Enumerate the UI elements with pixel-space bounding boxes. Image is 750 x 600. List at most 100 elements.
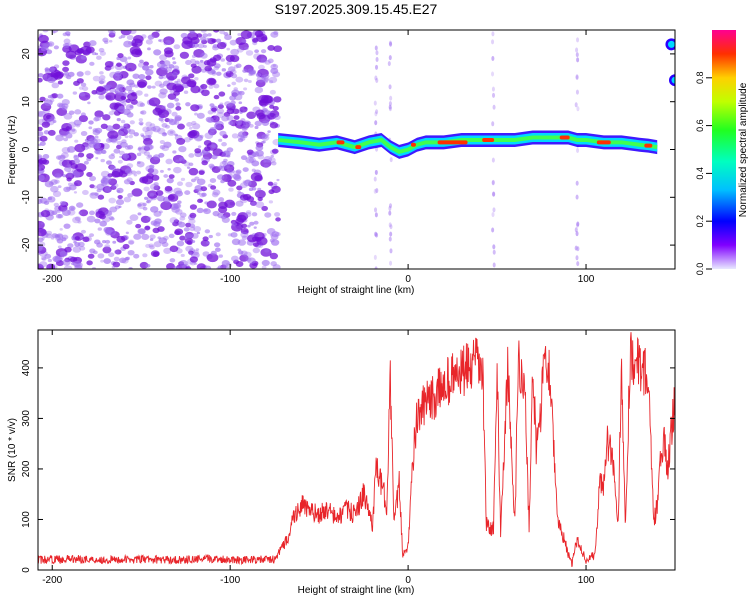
noise-speckle — [146, 173, 154, 179]
noise-speckle — [210, 250, 217, 256]
noise-speckle — [62, 259, 71, 266]
noise-speckle — [62, 60, 70, 66]
noise-speckle — [207, 110, 214, 115]
noise-speckle — [127, 192, 134, 198]
artefact-speckle — [389, 41, 393, 47]
noise-speckle — [254, 49, 259, 54]
noise-speckle — [273, 114, 281, 120]
noise-speckle — [227, 84, 231, 87]
noise-speckle — [180, 76, 191, 85]
noise-speckle — [68, 184, 77, 191]
artefact-speckle — [575, 180, 579, 186]
noise-speckle — [72, 91, 78, 95]
noise-speckle — [190, 36, 200, 45]
noise-speckle — [140, 215, 151, 224]
noise-speckle — [212, 189, 221, 196]
noise-speckle — [191, 232, 199, 239]
noise-speckle — [231, 222, 237, 227]
noise-speckle — [77, 220, 82, 224]
noise-speckle — [73, 158, 81, 164]
noise-speckle — [177, 123, 185, 130]
noise-speckle — [138, 74, 146, 80]
noise-speckle — [254, 231, 265, 241]
noise-speckle — [152, 107, 163, 116]
artefact-speckle — [491, 71, 495, 77]
noise-speckle — [164, 40, 172, 45]
noise-speckle — [63, 137, 69, 142]
noise-speckle — [216, 41, 227, 50]
noise-speckle — [225, 262, 233, 268]
noise-speckle — [63, 38, 71, 44]
noise-speckle — [64, 166, 72, 173]
noise-speckle — [147, 168, 155, 174]
noise-speckle — [112, 240, 117, 244]
noise-speckle — [169, 258, 176, 263]
noise-speckle — [239, 182, 248, 189]
noise-speckle — [235, 261, 244, 267]
noise-speckle — [53, 45, 59, 50]
noise-speckle — [254, 189, 266, 199]
noise-speckle — [74, 143, 86, 153]
noise-speckle — [215, 38, 222, 43]
noise-speckle — [38, 245, 43, 252]
noise-speckle — [247, 68, 254, 74]
noise-speckle — [217, 104, 224, 109]
noise-speckle — [78, 211, 83, 215]
spectrogram-signal-track — [278, 38, 675, 159]
noise-speckle — [109, 217, 115, 221]
noise-speckle — [221, 68, 227, 72]
noise-speckle — [97, 253, 105, 259]
noise-speckle — [250, 201, 256, 206]
noise-speckle — [189, 126, 193, 130]
noise-speckle — [63, 223, 71, 229]
artefact-speckle — [576, 37, 580, 43]
artefact-speckle — [491, 86, 495, 92]
noise-speckle — [143, 151, 151, 156]
noise-speckle — [224, 101, 232, 107]
noise-speckle — [219, 130, 227, 137]
noise-speckle — [189, 212, 197, 219]
noise-speckle — [236, 185, 243, 191]
noise-speckle — [261, 134, 270, 141]
noise-speckle — [57, 245, 62, 249]
noise-speckle — [43, 112, 55, 122]
noise-speckle — [246, 196, 255, 202]
noise-speckle — [267, 45, 275, 51]
noise-speckle — [117, 106, 126, 113]
noise-speckle — [204, 146, 211, 152]
noise-speckle — [264, 248, 270, 253]
artefact-speckle — [389, 157, 393, 163]
noise-speckle — [199, 134, 204, 139]
noise-speckle — [189, 204, 198, 210]
noise-speckle — [76, 71, 84, 77]
noise-speckle — [254, 174, 263, 182]
noise-speckle — [137, 212, 142, 216]
noise-speckle — [216, 108, 225, 114]
noise-speckle — [104, 60, 114, 68]
figure-title: S197.2025.309.15.45.E27 — [275, 1, 438, 17]
noise-speckle — [189, 137, 193, 141]
noise-speckle — [169, 203, 179, 211]
noise-speckle — [272, 264, 281, 269]
noise-speckle — [120, 30, 132, 36]
noise-speckle — [240, 228, 249, 235]
edge-blob-core — [671, 76, 675, 84]
noise-speckle — [130, 92, 137, 97]
noise-speckle — [123, 40, 133, 48]
noise-speckle — [143, 186, 150, 192]
noise-speckle — [68, 127, 77, 135]
noise-speckle — [72, 216, 81, 224]
artefact-speckle — [492, 244, 496, 250]
noise-speckle — [136, 79, 148, 88]
noise-speckle — [61, 146, 71, 154]
noise-speckle — [145, 75, 152, 81]
noise-speckle — [124, 135, 129, 139]
noise-speckle — [49, 98, 55, 103]
noise-speckle — [50, 185, 59, 193]
noise-speckle — [185, 59, 192, 66]
noise-speckle — [133, 173, 138, 177]
artefact-speckle — [374, 120, 378, 126]
noise-speckle — [94, 218, 101, 224]
noise-speckle — [245, 156, 255, 164]
noise-speckle — [252, 247, 260, 254]
